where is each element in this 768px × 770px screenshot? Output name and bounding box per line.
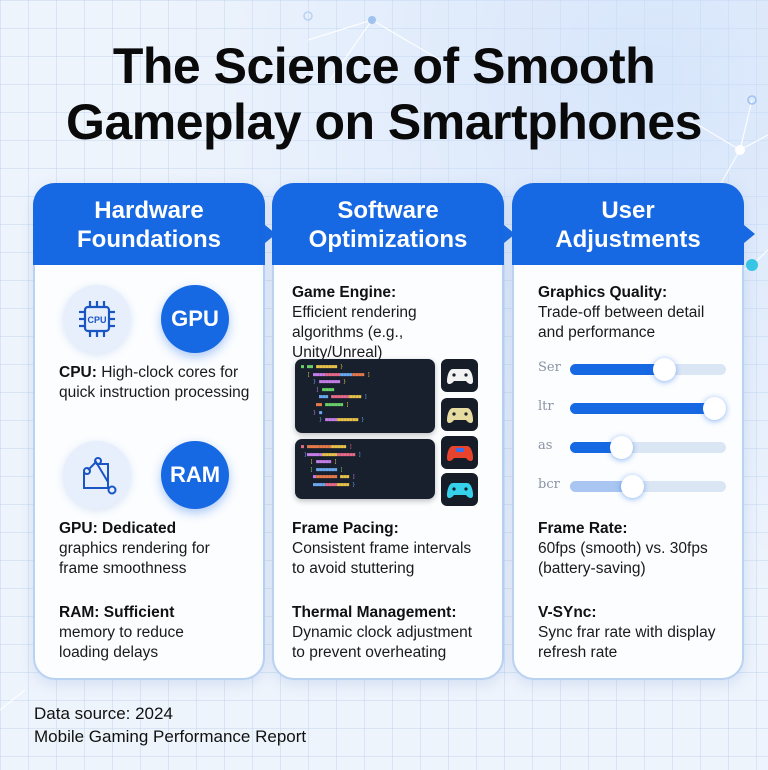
card-header-line-1: Software — [337, 197, 439, 224]
thermal-management-section: Thermal Management: Dynamic clock adjust… — [292, 603, 492, 663]
code-editor-panel: ■ ■■ ■■■■■■■ } [ ■■■■■■■■■■■■■■■■■ ] } ■… — [295, 359, 435, 433]
slider-thumb[interactable] — [652, 358, 676, 381]
hardware-foundations-card: Hardware Foundations CPU GPU CPU: High-c… — [33, 183, 276, 680]
section-text: Efficient rendering algorithms (e.g., Un… — [292, 304, 417, 361]
card-header: User Adjustments — [512, 183, 755, 265]
settings-slider[interactable]: Ser — [538, 358, 726, 381]
data-source-footer: Data source: 2024 Mobile Gaming Performa… — [34, 702, 306, 748]
arrow-right-icon — [744, 225, 755, 243]
user-adjustments-card: User Adjustments Graphics Quality: Trade… — [512, 183, 755, 680]
section-label: Game Engine: — [292, 284, 397, 301]
graphics-quality-section: Graphics Quality: Trade-off between deta… — [538, 283, 732, 343]
slider-label: Ser — [538, 360, 561, 375]
slider-track[interactable] — [570, 475, 726, 498]
svg-text:CPU: CPU — [87, 315, 106, 325]
section-label: Frame Rate: — [538, 520, 628, 537]
ram-badge-icon: RAM — [161, 441, 229, 509]
section-text: memory to reduce loading delays — [59, 624, 184, 661]
section-text: Trade-off between detail and performance — [538, 304, 705, 341]
card-header: Hardware Foundations — [33, 183, 276, 265]
gamepad-icon — [441, 436, 478, 469]
code-editor-panel: ■ ■■■■■■■■■■■■■ ] }■■■■■■■■■■■■■■■■ ] [ … — [295, 439, 435, 499]
v-sync-section: V-SYnc: Sync frar rate with display refr… — [538, 603, 732, 663]
arrow-right-icon — [265, 225, 276, 243]
slider-track[interactable] — [570, 358, 726, 381]
title-line-2: Gameplay on Smartphones — [66, 94, 702, 150]
section-text: Dynamic clock adjustment to prevent over… — [292, 624, 473, 661]
section-text: Sync frar rate with display refresh rate — [538, 624, 716, 661]
section-label: Graphics Quality: — [538, 284, 668, 301]
slider-thumb[interactable] — [610, 436, 634, 459]
graphics-shape-icon — [63, 441, 131, 509]
section-text: Consistent frame intervals to avoid stut… — [292, 540, 472, 577]
cpu-chip-icon: CPU — [63, 285, 131, 353]
gamepad-icon — [441, 398, 478, 431]
ram-section: RAM: Sufficient memory to reduce loading… — [59, 603, 253, 663]
settings-slider[interactable]: ltr — [538, 397, 726, 420]
slider-thumb[interactable] — [702, 397, 726, 420]
section-label: Frame Pacing: — [292, 520, 399, 537]
card-header-line-1: Hardware — [94, 197, 204, 224]
settings-slider[interactable]: as — [538, 436, 726, 459]
footer-line-2: Mobile Gaming Performance Report — [34, 727, 307, 746]
gpu-badge-icon: GPU — [161, 285, 229, 353]
arrow-right-icon — [504, 225, 515, 243]
software-optimizations-card: Software Optimizations Game Engine: Effi… — [272, 183, 515, 680]
slider-track[interactable] — [570, 397, 726, 420]
section-label: V-SYnc: — [538, 604, 597, 621]
cpu-section: CPU: High-clock cores for quick instruct… — [59, 363, 253, 403]
gamepad-icon — [441, 359, 478, 392]
settings-slider[interactable]: bcr — [538, 475, 726, 498]
card-header-line-2: Adjustments — [555, 226, 701, 253]
gamepad-icon — [441, 473, 478, 506]
slider-label: as — [538, 438, 553, 453]
section-label: GPU: Dedicated — [59, 520, 177, 537]
slider-label: bcr — [538, 477, 560, 492]
frame-pacing-section: Frame Pacing: Consistent frame intervals… — [292, 519, 492, 579]
slider-thumb[interactable] — [621, 475, 645, 498]
page-title: The Science of Smooth Gameplay on Smartp… — [0, 38, 768, 150]
card-header-line-2: Foundations — [77, 226, 221, 253]
slider-label: ltr — [538, 399, 554, 414]
slider-track[interactable] — [570, 436, 726, 459]
section-text: graphics rendering for frame smoothness — [59, 540, 210, 577]
section-label: Thermal Management: — [292, 604, 457, 621]
section-label: RAM: Sufficient — [59, 604, 175, 621]
game-engine-section: Game Engine: Efficient rendering algorit… — [292, 283, 492, 363]
section-label: CPU: — [59, 364, 97, 381]
card-header: Software Optimizations — [272, 183, 515, 265]
card-header-line-2: Optimizations — [308, 226, 468, 253]
section-text: High-clock cores for quick instruction p… — [59, 364, 250, 401]
title-line-1: The Science of Smooth — [112, 38, 656, 94]
gpu-section: GPU: Dedicated graphics rendering for fr… — [59, 519, 253, 579]
footer-line-1: Data source: 2024 — [34, 704, 173, 723]
card-header-line-1: User — [601, 197, 655, 224]
frame-rate-section: Frame Rate: 60fps (smooth) vs. 30fps (ba… — [538, 519, 732, 579]
section-text: 60fps (smooth) vs. 30fps (battery-saving… — [538, 540, 708, 577]
